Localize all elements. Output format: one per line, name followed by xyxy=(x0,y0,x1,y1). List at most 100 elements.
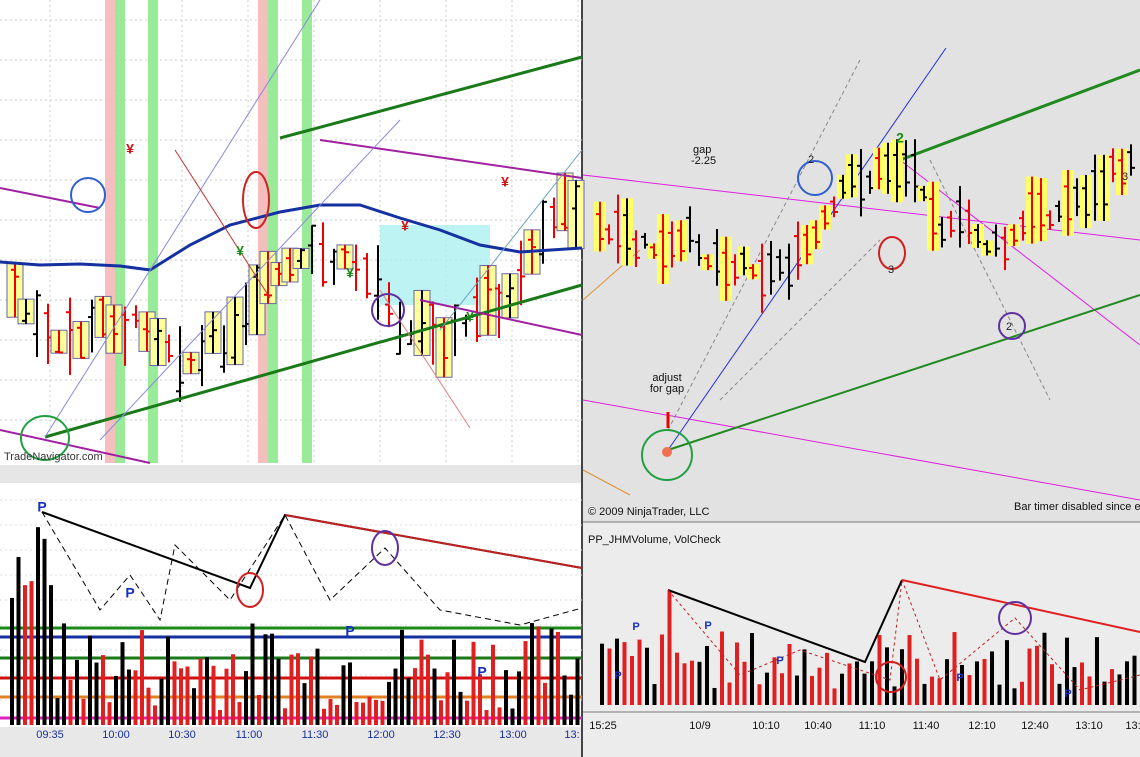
swing-label: 2 xyxy=(1006,321,1012,333)
volume-bar xyxy=(81,698,86,725)
volume-bar xyxy=(270,633,274,725)
volume-bar xyxy=(549,628,554,725)
volume-bar xyxy=(166,636,170,725)
volume-bar xyxy=(945,659,949,705)
volume-bar xyxy=(1110,669,1114,705)
signal-marker: ¥ xyxy=(401,218,409,234)
volume-bar xyxy=(120,642,125,725)
volume-bar xyxy=(419,639,424,725)
volume-bar xyxy=(36,527,40,725)
volume-bar xyxy=(328,699,333,725)
time-label: 11:40 xyxy=(913,720,940,732)
volume-bar xyxy=(825,652,829,705)
volume-bar xyxy=(556,631,560,725)
time-band xyxy=(258,0,268,463)
gap-value: -2.25 xyxy=(691,155,716,167)
zigzag xyxy=(667,579,1140,691)
note-line: adjust xyxy=(652,372,681,384)
swing-line xyxy=(667,579,903,664)
trend-line xyxy=(667,294,1140,451)
trend-line xyxy=(719,239,881,401)
volume-bar xyxy=(877,635,882,705)
volume-bar xyxy=(1132,655,1137,705)
trend-line xyxy=(379,289,471,429)
volume-bar xyxy=(302,683,307,725)
volume-bar xyxy=(185,666,190,725)
trend-line xyxy=(901,579,1140,633)
volume-bar xyxy=(231,654,235,725)
volume-bar xyxy=(510,708,515,725)
trend-line xyxy=(582,399,1140,501)
volume-bar xyxy=(810,675,814,705)
volume-bar xyxy=(257,694,261,725)
moving-average xyxy=(0,203,583,272)
time-label: 13: xyxy=(564,729,579,741)
volume-bar xyxy=(23,585,27,725)
time-label: 12:30 xyxy=(433,729,461,741)
volume-bar xyxy=(354,701,359,725)
annotation-circle xyxy=(20,415,70,461)
volume-bar xyxy=(645,647,649,705)
volume-bar xyxy=(832,688,837,705)
volume-bar xyxy=(458,691,463,725)
volume-bar xyxy=(855,661,859,705)
volume-bar xyxy=(205,657,209,725)
volume-bar xyxy=(757,684,762,705)
volume-bar xyxy=(88,635,92,725)
volume-bar xyxy=(1035,645,1039,705)
volume-bar xyxy=(1065,637,1069,705)
annotation-circle xyxy=(70,177,106,213)
volume-bar xyxy=(179,668,183,725)
volume-bar xyxy=(309,656,313,725)
volume-bar xyxy=(413,668,417,725)
volume-bar xyxy=(667,590,672,705)
volume-bar xyxy=(445,672,450,725)
volume-bar xyxy=(218,709,222,725)
annotation-circle xyxy=(236,572,264,608)
swing-label: 2 xyxy=(808,154,814,166)
signal-marker: ¥ xyxy=(236,243,244,259)
signal-marker: ¥ xyxy=(126,141,134,157)
note-line: for gap xyxy=(650,383,684,395)
volume-bar xyxy=(952,632,957,705)
volume-bar xyxy=(1125,661,1129,705)
volume-bar xyxy=(937,678,942,705)
volume-bar xyxy=(341,665,346,725)
swing-label: 3 xyxy=(1122,171,1128,183)
volume-bar xyxy=(452,639,456,725)
swing-line xyxy=(284,514,583,569)
volume-bar xyxy=(720,631,724,705)
volume-bar xyxy=(1005,640,1009,705)
volume-bar xyxy=(335,704,339,725)
gap-label: gap xyxy=(693,144,711,156)
volume-bar xyxy=(870,661,874,705)
volume-bar xyxy=(735,642,739,705)
annotation-circle xyxy=(797,160,833,196)
copyright: © 2009 NinjaTrader, LLC xyxy=(588,506,709,518)
trend-line xyxy=(419,299,583,336)
pivot-label: P xyxy=(956,672,963,684)
annotation-circle xyxy=(998,312,1026,340)
volume-bar xyxy=(960,664,964,705)
pivot-label: P xyxy=(704,620,711,632)
volume-bar xyxy=(847,663,852,705)
volume-bar xyxy=(296,653,300,725)
volume-bar xyxy=(49,585,53,725)
time-label: 12:00 xyxy=(367,729,395,741)
volume-bar xyxy=(1050,664,1054,705)
volume-bar xyxy=(697,661,702,705)
volume-bar xyxy=(114,676,118,725)
volume-bar xyxy=(900,649,904,705)
volume-bar xyxy=(675,652,679,705)
left-time-axis xyxy=(0,727,582,757)
time-label: 12:40 xyxy=(1021,720,1049,732)
volume-bar xyxy=(153,705,157,725)
time-label: 10/9 xyxy=(689,720,710,732)
volume-bar xyxy=(750,632,754,705)
volume-bar xyxy=(211,665,216,725)
volume-bar xyxy=(772,657,777,705)
volume-bar xyxy=(990,651,994,705)
annotation-circle xyxy=(641,429,693,481)
